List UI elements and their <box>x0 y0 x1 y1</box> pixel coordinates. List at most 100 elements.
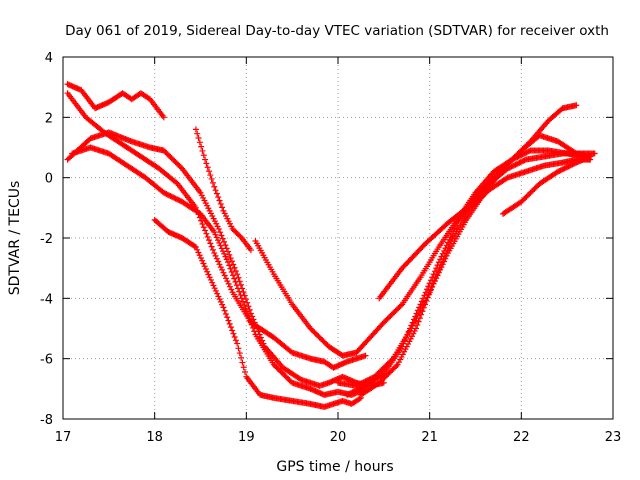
y-axis-label: SDTVAR / TECUs <box>7 181 23 296</box>
data-point <box>217 264 224 271</box>
data-point <box>568 162 575 169</box>
data-point <box>415 318 422 325</box>
data-point <box>224 278 231 285</box>
data-point <box>355 386 362 393</box>
data-point <box>257 334 264 341</box>
data-point <box>221 272 228 279</box>
data-point <box>348 389 355 396</box>
data-point <box>200 260 207 267</box>
data-point <box>226 262 233 269</box>
y-tick-label: 2 <box>45 111 53 126</box>
data-point <box>211 183 218 190</box>
data-point <box>198 217 205 224</box>
data-point <box>404 331 411 338</box>
series-s10 <box>357 156 594 398</box>
data-point <box>232 267 239 274</box>
data-point <box>200 224 207 231</box>
data-point <box>203 160 210 167</box>
data-point <box>297 375 304 382</box>
data-point <box>397 302 404 309</box>
data-point <box>444 247 451 254</box>
data-point <box>206 274 213 281</box>
data-point <box>192 204 199 211</box>
data-point <box>227 265 234 272</box>
data-point <box>436 265 443 272</box>
data-point <box>234 340 241 347</box>
data-point <box>359 384 366 391</box>
data-point <box>219 235 226 242</box>
data-point <box>215 293 222 300</box>
data-point <box>435 268 442 275</box>
data-point <box>225 280 232 287</box>
data-point <box>512 161 519 168</box>
data-point <box>211 228 218 235</box>
data-point <box>206 237 213 244</box>
data-point <box>407 325 414 332</box>
data-point <box>173 179 180 186</box>
data-point <box>238 354 245 361</box>
data-point <box>564 164 571 171</box>
data-point <box>213 234 220 241</box>
data-point <box>228 269 235 276</box>
data-point <box>409 319 416 326</box>
data-point <box>504 165 511 172</box>
data-point <box>422 301 429 308</box>
data-point <box>199 220 206 227</box>
data-point <box>433 271 440 278</box>
data-point <box>393 362 400 369</box>
x-tick-label: 19 <box>238 430 255 445</box>
y-tick-label: 4 <box>45 51 53 66</box>
data-point <box>225 259 231 266</box>
data-point <box>223 275 230 282</box>
data-point <box>230 272 236 279</box>
data-point <box>212 187 219 194</box>
data-point <box>176 197 183 204</box>
data-point <box>251 328 258 335</box>
data-point <box>424 294 431 301</box>
x-tick-label: 20 <box>330 430 347 445</box>
data-point <box>440 256 447 263</box>
data-point <box>191 243 198 250</box>
data-point <box>232 337 239 344</box>
data-point <box>209 246 216 253</box>
data-point <box>424 286 431 293</box>
data-point <box>164 191 171 198</box>
data-point <box>194 130 201 137</box>
data-point <box>210 282 217 289</box>
data-point <box>195 211 202 218</box>
data-point <box>212 287 219 294</box>
data-point <box>515 160 522 167</box>
data-point <box>422 289 429 296</box>
data-point <box>211 285 218 292</box>
data-point <box>162 190 169 197</box>
data-point <box>526 148 533 155</box>
data-point <box>242 369 249 376</box>
data-point <box>410 316 417 323</box>
data-point <box>405 328 412 335</box>
data-point <box>558 166 565 173</box>
data-point <box>204 233 211 240</box>
data-point <box>226 283 233 290</box>
data-point <box>224 314 231 321</box>
data-point <box>209 179 216 186</box>
data-point <box>217 242 224 249</box>
series-s1 <box>64 81 167 121</box>
data-point <box>221 250 228 257</box>
data-point <box>420 304 427 311</box>
data-point <box>231 264 238 271</box>
data-point <box>205 271 212 278</box>
data-point <box>362 352 369 359</box>
data-point <box>202 156 209 163</box>
data-point <box>352 387 359 394</box>
series-s5 <box>151 216 364 410</box>
data-point <box>163 191 170 198</box>
data-point <box>432 274 439 281</box>
data-point <box>508 163 515 170</box>
data-point <box>192 126 199 133</box>
data-point <box>196 252 203 259</box>
data-point <box>425 283 432 290</box>
data-point <box>217 200 224 207</box>
data-point <box>414 322 421 329</box>
data-point <box>520 150 527 157</box>
data-point <box>216 197 223 204</box>
